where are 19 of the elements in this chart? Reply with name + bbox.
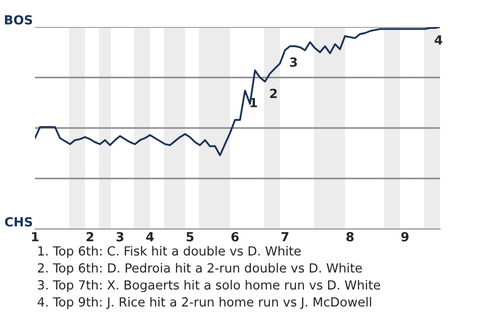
x-tick-label: 2 <box>86 232 94 242</box>
text: BOS <box>4 15 32 25</box>
x-tick-label: 7 <box>281 232 288 242</box>
text: 1. Top 6th: C. Fisk hit a double vs D. White <box>38 246 301 258</box>
x-tick-label: 6 <box>231 232 239 242</box>
x-tick-label: 3 <box>116 232 124 242</box>
text: CHS <box>4 217 32 227</box>
annotation: 1 <box>250 98 258 108</box>
annotation: 4 <box>434 35 442 44</box>
text: 2. Top 6th: D. Pedroia hit a 2-run double vs D. White <box>38 262 362 276</box>
text: 4. Top 9th: J. Rice hit a 2-run home run vs J. McDowell <box>38 296 372 310</box>
annotation: 3 <box>290 57 297 67</box>
text: 3. Top 7th: X. Bogaerts hit a solo home run vs D. White <box>38 280 380 292</box>
x-tick-label: 4 <box>146 232 154 242</box>
x-tick-label: 1 <box>32 232 38 242</box>
annotation: 2 <box>270 88 277 98</box>
x-tick-label: 5 <box>186 232 194 242</box>
x-tick-label: 9 <box>401 232 409 242</box>
x-tick-label: 8 <box>346 232 354 242</box>
